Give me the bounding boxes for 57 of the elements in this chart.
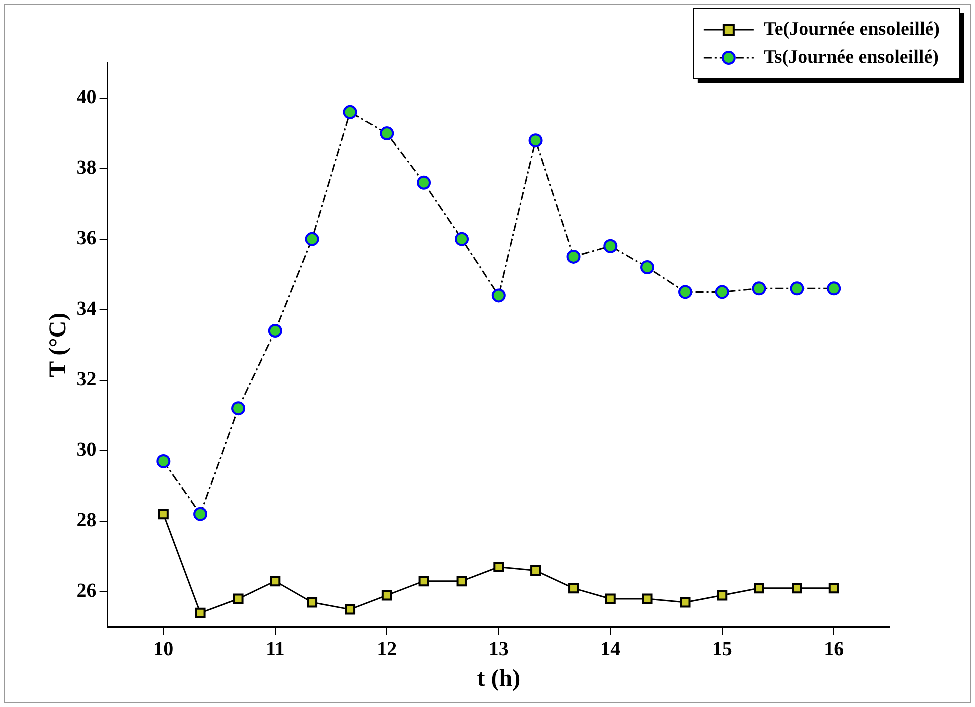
y-tick-label: 38 [76,156,97,179]
y-tick-label: 26 [76,580,97,602]
point [343,105,358,120]
point [790,282,804,296]
point [678,285,693,300]
point [827,282,842,296]
y-tick-label: 32 [76,368,97,391]
point [195,608,206,618]
x-tick-label: 14 [600,638,621,660]
y-tick-label: 36 [76,227,97,250]
x-tick-label: 11 [266,638,285,660]
point [604,239,618,254]
point [233,594,244,604]
x-tick-label: 10 [154,638,174,660]
point [232,402,246,416]
y-tick-label: 34 [76,298,97,320]
point [305,232,320,246]
y-tick-label: 40 [76,86,97,108]
x-tick-label: 12 [377,638,398,660]
point [156,454,171,468]
point [754,583,765,594]
point [528,134,543,148]
x-axis-title: t (h) [477,666,521,692]
x-tick-label: 16 [824,638,844,660]
point [680,597,691,608]
x-tick-label: 15 [712,638,732,660]
point [455,232,470,246]
point [268,324,282,338]
point [715,285,730,300]
point [194,507,208,522]
point [640,260,655,275]
point [717,590,728,601]
point [828,583,840,594]
x-tick-label: 13 [488,638,509,660]
point [605,594,616,604]
point [307,597,318,608]
legend-label: Ts(Journée ensoleillé) [764,46,939,68]
point [382,590,392,601]
point [345,604,356,615]
point [642,594,653,604]
point [492,288,506,303]
point [158,509,169,520]
point [530,566,542,576]
point [792,583,802,594]
point [417,176,432,190]
point [568,583,580,594]
point [456,576,468,587]
point [752,282,766,296]
point [380,126,394,141]
y-tick-label: 30 [76,439,97,462]
point [270,576,281,587]
point [494,562,504,572]
y-axis-title: T (°C) [46,312,72,378]
point [566,250,581,264]
legend-label: Te(Journée ensoleillé) [764,18,940,40]
y-tick-label: 28 [76,510,97,532]
point [418,576,430,587]
